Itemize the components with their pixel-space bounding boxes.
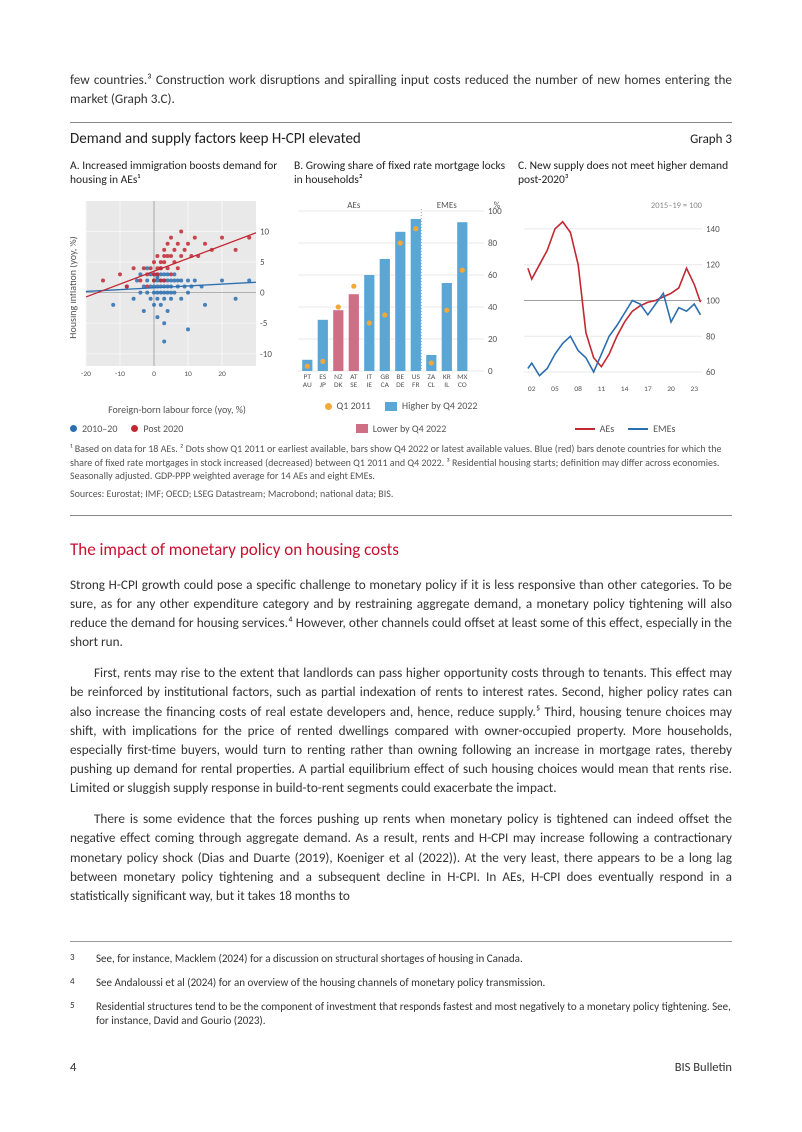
svg-text:17: 17 (644, 385, 652, 394)
svg-text:FR: FR (412, 381, 420, 390)
graph-top-rule (70, 122, 732, 123)
svg-text:SE: SE (350, 381, 357, 390)
footer-source: BIS Bulletin (675, 1059, 732, 1077)
svg-text:140: 140 (706, 224, 720, 235)
panel-a: A. Increased immigration boosts demand f… (70, 159, 284, 436)
panel-c: C. New supply does not meet higher deman… (518, 159, 732, 436)
svg-text:IE: IE (367, 381, 373, 390)
svg-text:CO: CO (458, 381, 467, 390)
section-heading: The impact of monetary policy on housing… (70, 538, 732, 563)
svg-text:100: 100 (706, 296, 720, 307)
panel-b-plot: 020406080100AEsEMEs%PTAUESJPNZDKATSEITIE… (294, 195, 504, 395)
svg-text:14: 14 (621, 385, 629, 394)
svg-text:02: 02 (528, 385, 536, 394)
svg-text:20: 20 (488, 334, 498, 345)
graph-panels: A. Increased immigration boosts demand f… (70, 159, 732, 436)
para-2: First, rents may rise to the extent that… (70, 663, 732, 797)
svg-text:AEs: AEs (347, 200, 361, 211)
svg-text:20: 20 (667, 385, 675, 394)
svg-text:-10: -10 (260, 349, 272, 360)
svg-text:05: 05 (551, 385, 559, 394)
svg-text:08: 08 (574, 385, 582, 394)
para-3: There is some evidence that the forces p… (70, 809, 732, 905)
panel-a-xlabel: Foreign-born labour force (yoy, %) (70, 403, 284, 418)
svg-text:60: 60 (488, 270, 498, 281)
svg-text:5: 5 (260, 257, 265, 268)
svg-text:120: 120 (706, 260, 720, 271)
svg-text:23: 23 (690, 385, 698, 394)
svg-text:JP: JP (320, 381, 326, 390)
panel-c-plot: 60 80 100 120 140 02 05 08 11 14 17 20 23 2015–19 = 1… (518, 195, 728, 395)
svg-text:40: 40 (488, 302, 498, 313)
panel-b-title: B. Growing share of fixed rate mortgage … (294, 159, 508, 189)
svg-text:DK: DK (334, 381, 343, 390)
svg-text:-20: -20 (81, 370, 91, 379)
panel-c-title: C. New supply does not meet higher deman… (518, 159, 732, 189)
svg-text:10: 10 (260, 227, 270, 238)
svg-text:EMEs: EMEs (437, 200, 457, 211)
graph-footnotes: ¹ Based on data for 18 AEs. ² Dots show … (70, 442, 732, 483)
panel-a-title: A. Increased immigration boosts demand f… (70, 159, 284, 189)
graph-sources: Sources: Eurostat; IMF; OECD; LSEG Datas… (70, 487, 732, 502)
svg-text:11: 11 (598, 385, 606, 394)
svg-text:80: 80 (706, 331, 716, 342)
svg-text:80: 80 (488, 238, 498, 249)
panel-a-plot: -20 -10 0 10 20 -10 -5 0 5 10 Housing inflation (y… (70, 195, 280, 380)
graph-title: Demand and supply factors keep H-CPI ele… (70, 129, 361, 151)
page-footer: 4 BIS Bulletin (70, 1059, 732, 1077)
svg-text:20: 20 (218, 370, 226, 379)
svg-text:2015–19 = 100: 2015–19 = 100 (651, 201, 703, 211)
svg-text:Housing inflation (yoy, %): Housing inflation (yoy, %) (70, 236, 79, 338)
svg-text:-5: -5 (260, 318, 268, 329)
svg-text:10: 10 (184, 370, 192, 379)
page-footnotes: 3See, for instance, Macklem (2024) for a… (70, 941, 732, 1029)
graph-number: Graph 3 (690, 131, 732, 150)
graph-bottom-rule (70, 515, 732, 516)
svg-text:CA: CA (381, 381, 390, 390)
svg-text:0: 0 (152, 370, 156, 379)
para-1: Strong H-CPI growth could pose a specifi… (70, 575, 732, 652)
panel-b: B. Growing share of fixed rate mortgage … (294, 159, 508, 436)
svg-text:0: 0 (260, 288, 265, 299)
panel-b-legend: Q1 2011Higher by Q4 2022Lower by Q4 2022 (294, 399, 508, 436)
svg-text:-10: -10 (115, 370, 125, 379)
svg-text:DE: DE (396, 381, 405, 390)
page-number: 4 (70, 1059, 76, 1077)
panel-a-legend: 2010–20Post 2020 (70, 422, 284, 437)
panel-c-legend: AEsEMEs (518, 422, 732, 437)
top-paragraph: few countries.³ Construction work disrup… (70, 70, 732, 108)
svg-text:%: % (494, 200, 501, 211)
svg-text:AU: AU (303, 381, 312, 390)
svg-text:CL: CL (428, 381, 436, 390)
svg-text:0: 0 (488, 366, 493, 377)
svg-text:60: 60 (706, 367, 716, 378)
svg-text:IL: IL (444, 381, 450, 390)
